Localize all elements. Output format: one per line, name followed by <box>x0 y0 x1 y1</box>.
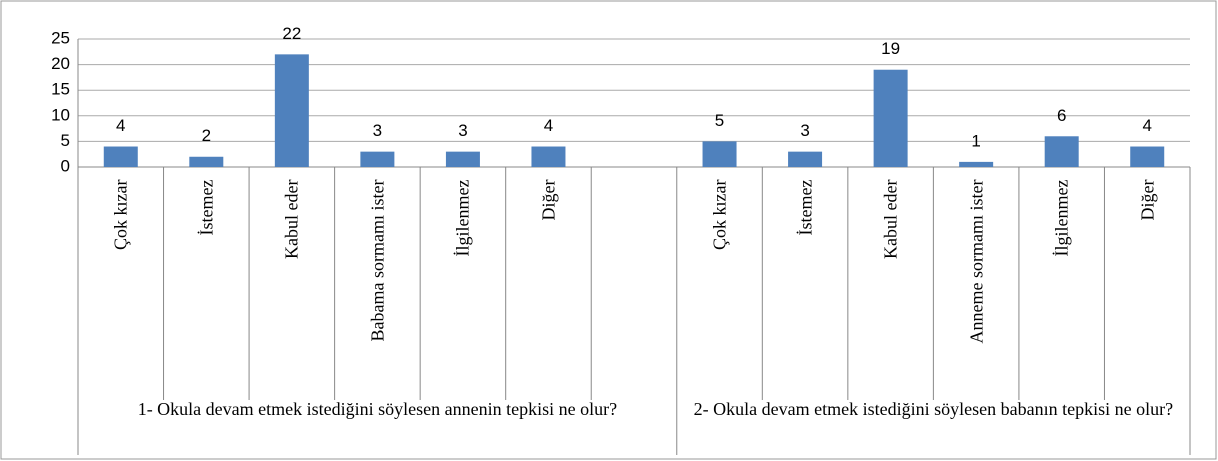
value-label: 1 <box>971 131 980 150</box>
x-tick-label: İstemez <box>795 179 816 236</box>
value-label: 5 <box>715 111 724 130</box>
x-tick-label: İstemez <box>196 179 217 236</box>
x-tick-label: Babama sormamı ister <box>367 179 388 342</box>
bar <box>959 161 994 167</box>
bar <box>360 151 395 167</box>
value-label: 6 <box>1057 106 1066 125</box>
y-tick-label: 5 <box>61 131 70 150</box>
value-label: 4 <box>116 116 125 135</box>
value-label: 19 <box>881 39 900 58</box>
y-tick-label: 0 <box>61 156 70 175</box>
value-label: 4 <box>1142 116 1151 135</box>
x-tick-label: Kabul eder <box>281 179 302 259</box>
bar <box>189 156 224 167</box>
group-label: 2- Okula devam etmek istediğini söylesen… <box>693 399 1174 419</box>
bar <box>873 69 908 167</box>
y-tick-label: 25 <box>51 28 70 47</box>
x-tick-label: İlgilenmez <box>1051 179 1072 257</box>
bar <box>103 146 138 167</box>
y-tick-label: 20 <box>51 54 70 73</box>
bar <box>274 54 309 167</box>
y-tick-label: 10 <box>51 105 70 124</box>
x-tick-label: İlgilenmez <box>452 179 473 257</box>
bar <box>788 151 823 167</box>
bar <box>531 146 566 167</box>
value-label: 3 <box>458 121 467 140</box>
x-tick-label: Diğer <box>538 179 559 221</box>
bar <box>1130 146 1165 167</box>
value-label: 4 <box>544 116 553 135</box>
x-tick-label: Çok kızar <box>709 179 730 250</box>
bar <box>702 141 737 167</box>
bar <box>445 151 480 167</box>
x-tick-label: Anneme sormamı ister <box>966 179 987 344</box>
y-tick-label: 15 <box>51 80 70 99</box>
x-tick-label: Çok kızar <box>110 179 131 250</box>
value-label: 22 <box>282 24 301 43</box>
value-label: 3 <box>373 121 382 140</box>
x-tick-label: Kabul eder <box>880 179 901 259</box>
x-tick-label: Diğer <box>1137 179 1158 221</box>
group-label: 1- Okula devam etmek istediğini söylesen… <box>137 399 618 419</box>
value-label: 3 <box>800 121 809 140</box>
bar <box>1044 136 1079 167</box>
value-label: 2 <box>202 126 211 145</box>
